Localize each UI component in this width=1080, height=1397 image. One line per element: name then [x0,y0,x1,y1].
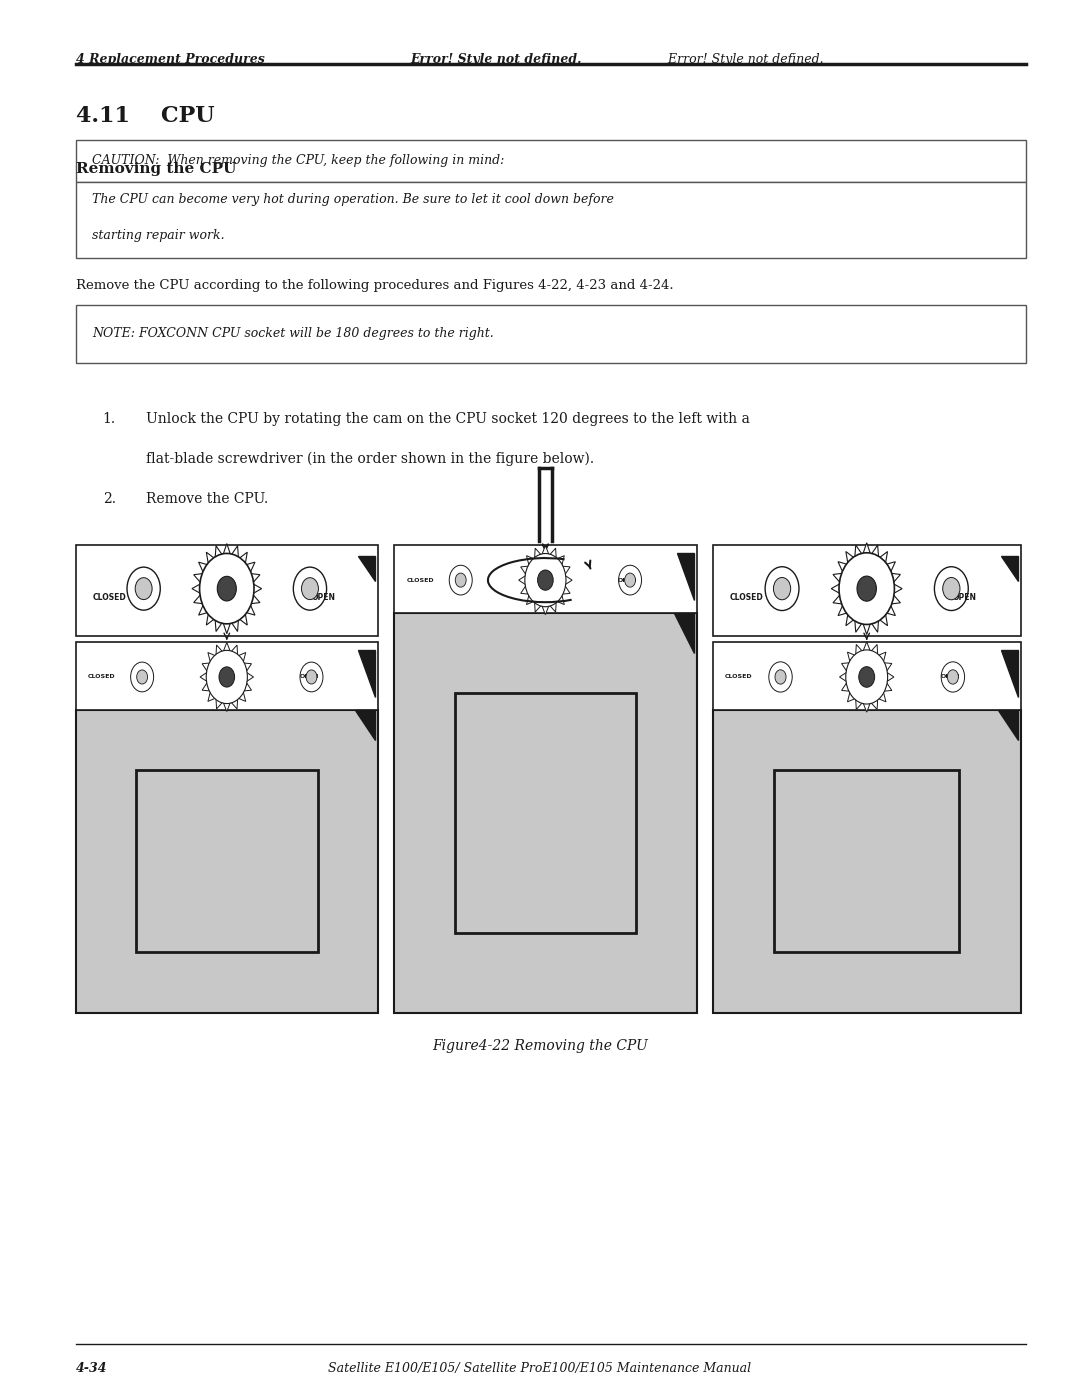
Text: Error! Style not defined.: Error! Style not defined. [410,53,582,66]
Circle shape [135,578,152,599]
Text: Figure4-22 Removing the CPU: Figure4-22 Removing the CPU [432,1039,648,1053]
Text: CLOSED: CLOSED [92,594,126,602]
Circle shape [839,553,894,624]
Text: 4 Replacement Procedures: 4 Replacement Procedures [76,53,265,66]
Circle shape [200,553,254,624]
Text: flat-blade screwdriver (in the order shown in the figure below).: flat-blade screwdriver (in the order sho… [146,451,594,465]
Circle shape [947,669,958,685]
Text: CLOSED: CLOSED [730,594,764,602]
Text: Unlock the CPU by rotating the cam on the CPU socket 120 degrees to the left wit: Unlock the CPU by rotating the cam on th… [146,412,750,426]
Circle shape [769,662,793,692]
Circle shape [294,567,326,610]
Bar [394,545,697,613]
Text: OPEN: OPEN [941,675,960,679]
Polygon shape [998,710,1017,740]
Bar [455,693,636,933]
Circle shape [619,566,642,595]
Circle shape [859,666,875,687]
Text: CLOSED: CLOSED [87,675,116,679]
Text: 4.11    CPU: 4.11 CPU [76,105,214,127]
Circle shape [449,566,472,595]
FancyBboxPatch shape [76,182,1026,258]
Circle shape [934,567,969,610]
Bar [76,641,378,710]
Bar [76,710,378,1013]
Circle shape [131,662,153,692]
Text: OPEN: OPEN [299,675,319,679]
Circle shape [943,577,960,599]
Circle shape [456,573,467,587]
Polygon shape [200,643,254,711]
Text: Satellite E100/E105/ Satellite ProE100/E105 Maintenance Manual: Satellite E100/E105/ Satellite ProE100/E… [328,1362,752,1375]
Text: Remove the CPU according to the following procedures and Figures 4-22, 4-23 and : Remove the CPU according to the followin… [76,279,673,292]
Text: Error! Style not defined.: Error! Style not defined. [664,53,824,66]
Bar [136,770,318,953]
Circle shape [773,577,791,599]
Circle shape [525,553,566,606]
Text: 4-34: 4-34 [76,1362,107,1375]
Text: OPEN: OPEN [618,577,637,583]
Text: CLOSED: CLOSED [406,577,434,583]
Bar [713,710,1021,1013]
Text: CAUTION:  When removing the CPU, keep the following in mind:: CAUTION: When removing the CPU, keep the… [92,154,504,168]
FancyBboxPatch shape [76,305,1026,363]
FancyBboxPatch shape [76,140,1026,182]
Circle shape [941,662,964,692]
Circle shape [765,567,799,610]
Text: Remove the CPU.: Remove the CPU. [146,492,268,506]
Polygon shape [677,553,693,601]
Polygon shape [674,613,693,652]
Circle shape [137,671,148,685]
Text: OPEN: OPEN [953,594,977,602]
Circle shape [217,577,237,601]
Circle shape [306,671,316,685]
Polygon shape [192,543,261,634]
Text: NOTE: FOXCONN CPU socket will be 180 degrees to the right.: NOTE: FOXCONN CPU socket will be 180 deg… [92,327,494,341]
Bar [713,545,1021,636]
Bar [76,545,378,636]
Text: starting repair work.: starting repair work. [92,229,225,242]
Circle shape [624,573,635,587]
Polygon shape [839,641,894,712]
Text: CLOSED: CLOSED [725,675,753,679]
Text: Removing the CPU: Removing the CPU [76,162,235,176]
Circle shape [301,578,319,599]
Bar [394,613,697,1013]
Circle shape [206,651,247,704]
Polygon shape [359,650,375,697]
Polygon shape [832,543,902,634]
Polygon shape [1000,650,1017,697]
Polygon shape [359,556,375,581]
Circle shape [775,669,786,685]
Text: 2.: 2. [103,492,116,506]
Polygon shape [355,710,375,740]
Text: The CPU can become very hot during operation. Be sure to let it cool down before: The CPU can become very hot during opera… [92,193,613,205]
Bar [713,641,1021,710]
Text: 1.: 1. [103,412,116,426]
Circle shape [858,576,876,601]
Text: OPEN: OPEN [311,594,336,602]
Circle shape [300,662,323,692]
Bar [774,770,959,953]
Polygon shape [1000,556,1017,581]
Circle shape [846,650,888,704]
Circle shape [538,570,553,590]
Circle shape [127,567,160,610]
Polygon shape [518,546,572,615]
Circle shape [219,666,234,687]
